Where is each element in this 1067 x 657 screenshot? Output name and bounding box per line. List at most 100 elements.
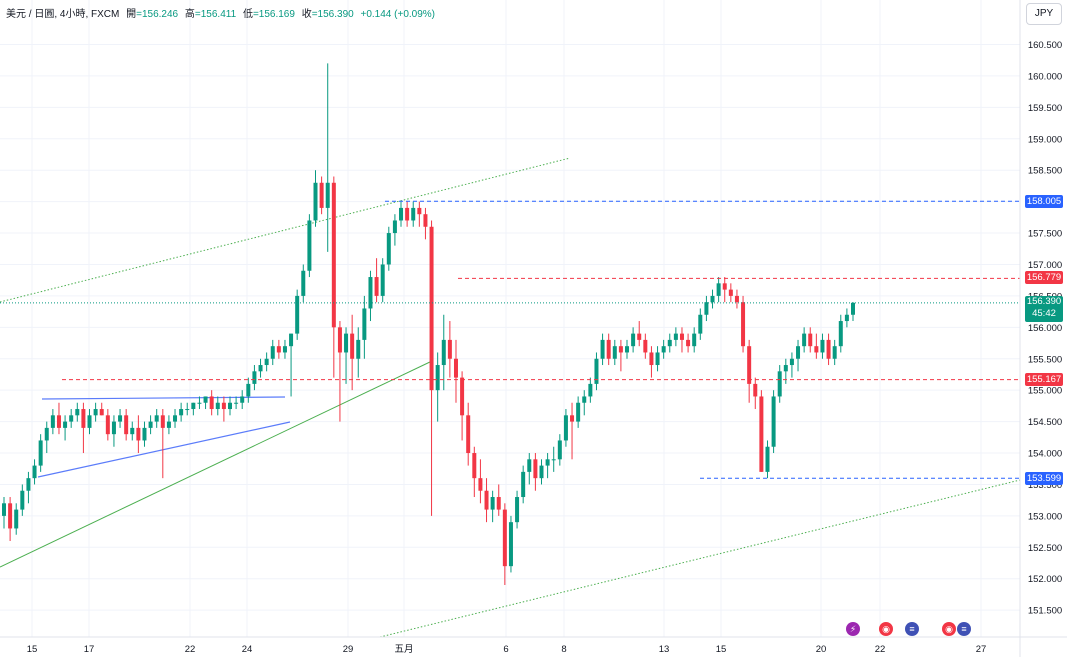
- candle-body: [20, 490, 25, 510]
- price-tick-label: 160.000: [1028, 71, 1062, 82]
- candle-body: [130, 427, 135, 435]
- target-icon[interactable]: ◉: [942, 622, 956, 636]
- candle-body: [350, 333, 355, 359]
- low-value: =156.169: [252, 9, 295, 20]
- candle-body: [14, 509, 19, 529]
- candle-body: [63, 421, 68, 428]
- channel-upper-dotted-line: [0, 157, 571, 303]
- candle-body: [423, 214, 428, 227]
- candle-body: [502, 509, 507, 567]
- candle-body: [411, 207, 416, 221]
- price-tick-label: 160.500: [1028, 40, 1062, 51]
- candle-body: [221, 402, 226, 410]
- us-flag-icon[interactable]: ≡: [905, 622, 919, 636]
- high-label: 高: [184, 9, 195, 20]
- candle-body: [301, 270, 306, 296]
- candle-body: [191, 402, 196, 410]
- candle-body: [557, 440, 562, 460]
- symbol-label[interactable]: 美元 / 日圓, 4小時, FXCM: [6, 9, 120, 20]
- candle-body: [368, 277, 373, 309]
- candle-body: [148, 421, 153, 428]
- price-tick-label: 158.500: [1028, 166, 1062, 177]
- candle-body: [160, 415, 165, 428]
- candle-body: [710, 295, 715, 303]
- candle-body: [496, 497, 501, 510]
- candle-body: [435, 365, 440, 391]
- grid: [0, 0, 1020, 637]
- candle-body: [777, 371, 782, 397]
- triangle-top-line: [41, 396, 286, 400]
- candle-body: [417, 207, 422, 215]
- candle-body: [2, 503, 6, 516]
- candle-body: [81, 409, 86, 428]
- candle-body: [136, 427, 141, 441]
- time-tick-label: 13: [659, 644, 670, 655]
- price-tick-label: 154.500: [1028, 417, 1062, 428]
- candle-body: [826, 339, 831, 359]
- close-label: 收: [301, 9, 312, 20]
- candle-body: [570, 415, 575, 422]
- candle-body: [625, 346, 630, 353]
- candle-body: [111, 421, 116, 435]
- candle-body: [429, 226, 434, 391]
- candle-body: [386, 233, 391, 265]
- channel-lower-dotted-line: [379, 479, 1021, 638]
- support-trend-line: [0, 360, 433, 568]
- candle-body: [618, 346, 623, 353]
- candle-body: [820, 339, 825, 353]
- time-tick-label: 22: [185, 644, 196, 655]
- candle-body: [545, 459, 550, 466]
- candle-body: [154, 415, 159, 422]
- candle-body: [527, 459, 532, 472]
- candle-body: [405, 207, 410, 221]
- candle-body: [313, 182, 318, 221]
- candle-body: [796, 346, 801, 359]
- time-tick-label: 15: [27, 644, 38, 655]
- candle-body: [264, 358, 269, 366]
- chart-legend: 美元 / 日圓, 4小時, FXCM 開=156.246 高=156.411 低…: [6, 5, 435, 20]
- candle-body: [197, 402, 202, 404]
- candle-body: [166, 421, 171, 428]
- candle-body: [38, 440, 43, 466]
- candle-body: [539, 465, 544, 479]
- candle-body: [362, 308, 367, 340]
- candle-body: [472, 453, 477, 479]
- candle-body: [637, 333, 642, 340]
- candle-body: [612, 346, 617, 359]
- lightning-icon[interactable]: ⚡: [846, 622, 860, 636]
- price-axis[interactable]: 160.500 160.000 159.500 159.000 158.500 158.0…: [1028, 40, 1062, 617]
- candle-body: [814, 346, 819, 353]
- candle-body: [563, 415, 568, 441]
- time-tick-label: 29: [343, 644, 354, 655]
- candle-body: [716, 283, 721, 296]
- low-label: 低: [242, 9, 253, 20]
- time-tick-label: 24: [242, 644, 253, 655]
- candle-body: [686, 339, 691, 347]
- candle-body: [8, 503, 13, 529]
- candle-body: [551, 459, 556, 461]
- candle-body: [679, 333, 684, 340]
- candle-body: [698, 314, 703, 334]
- candle-body: [753, 383, 758, 397]
- candle-body: [331, 182, 336, 328]
- candle-body: [692, 333, 697, 347]
- candle-body: [576, 402, 581, 422]
- candle-body: [771, 396, 776, 447]
- candle-body: [478, 478, 483, 491]
- currency-button[interactable]: JPY: [1026, 3, 1062, 25]
- time-axis[interactable]: 15 17 22 24 29 五月 6 8 13 15 20 22 27: [27, 644, 987, 655]
- candle-body: [588, 383, 593, 397]
- candle-body: [673, 333, 678, 340]
- us-flag-icon[interactable]: ≡: [957, 622, 971, 636]
- candle-body: [227, 402, 232, 410]
- candle-body: [289, 333, 294, 347]
- level-tag-153599: 153.599: [1025, 472, 1063, 485]
- price-tick-label: 154.000: [1028, 449, 1062, 460]
- candle-body: [515, 497, 520, 523]
- current-price-value: 156.390: [1026, 296, 1062, 307]
- target-icon[interactable]: ◉: [879, 622, 893, 636]
- candle-body: [240, 396, 245, 403]
- candle-body: [246, 383, 251, 397]
